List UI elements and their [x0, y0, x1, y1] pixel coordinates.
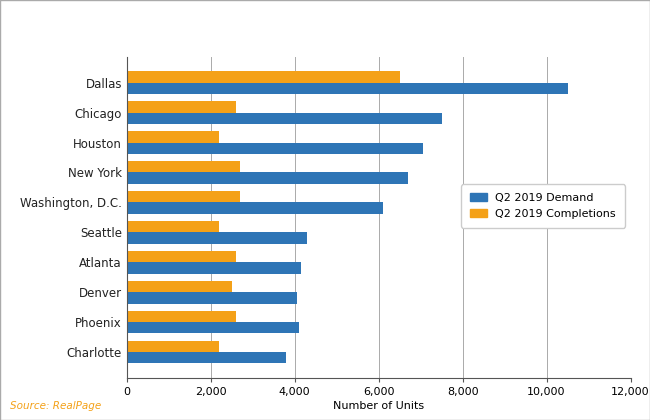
Bar — [127, 101, 236, 113]
Legend: Q2 2019 Demand, Q2 2019 Completions: Q2 2019 Demand, Q2 2019 Completions — [461, 184, 625, 228]
Text: Apartment Demand vs. Completions: Apartment Demand vs. Completions — [86, 17, 564, 41]
Bar — [127, 142, 422, 154]
Bar — [127, 262, 301, 273]
Text: Source: RealPage: Source: RealPage — [10, 402, 101, 411]
Bar — [127, 352, 286, 363]
Bar — [127, 131, 219, 142]
Bar — [127, 341, 219, 352]
Bar — [127, 113, 441, 124]
Bar — [127, 292, 297, 304]
Bar — [127, 311, 236, 322]
Bar — [127, 71, 400, 83]
Bar — [127, 202, 383, 214]
Bar — [127, 191, 240, 202]
Bar — [127, 322, 299, 333]
Bar — [127, 161, 240, 173]
Bar — [127, 251, 236, 262]
Bar — [127, 173, 408, 184]
Bar — [127, 232, 307, 244]
Bar — [127, 83, 567, 94]
X-axis label: Number of Units: Number of Units — [333, 401, 424, 411]
Bar — [127, 281, 231, 292]
Bar — [127, 221, 219, 232]
